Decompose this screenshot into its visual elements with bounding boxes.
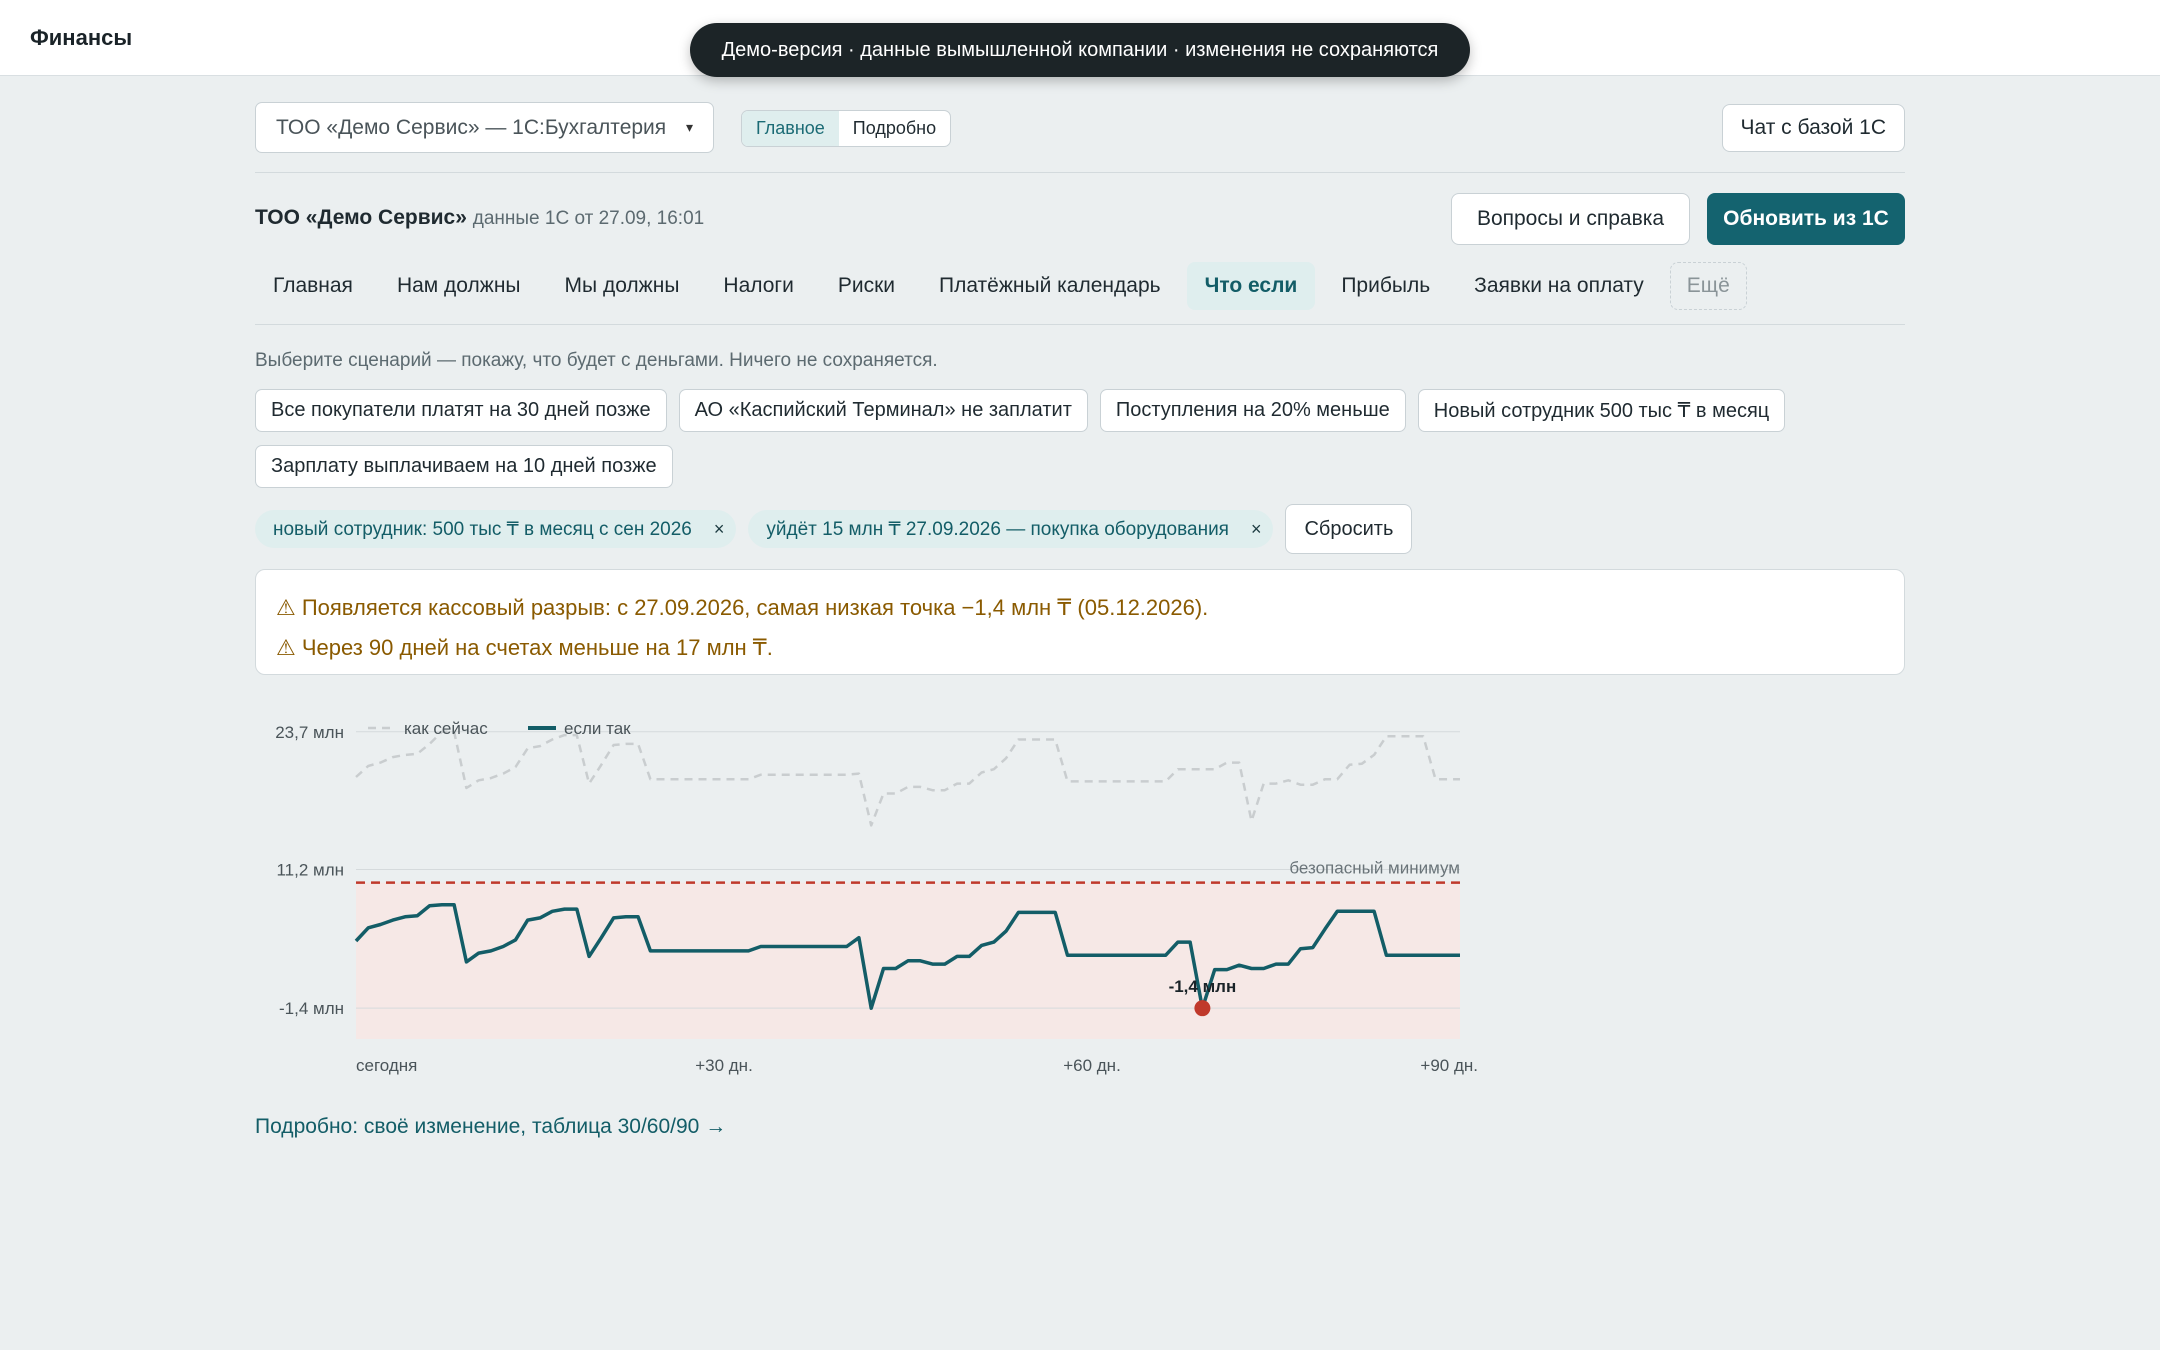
scenario-button[interactable]: Новый сотрудник 500 тыс ₸ в месяц: [1417, 389, 1786, 432]
tab-main[interactable]: Главная: [273, 274, 353, 297]
data-timestamp: данные 1С от 27.09, 16:01: [472, 208, 705, 229]
cashflow-chart: 23,7 млн 11,2 млн -1,4 млн безопасный миним…: [255, 705, 1515, 1090]
company-name: ТОО «Демо Сервис»: [255, 206, 467, 229]
tab-bar: Главная Нам должны Мы должны Налоги Риск…: [255, 262, 1747, 310]
detail-link[interactable]: Подробно: своё изменение, таблица 30/60/…: [255, 1115, 727, 1138]
alert-balance-drop: ⚠ Через 90 дней на счетах меньше на 17 м…: [276, 635, 773, 660]
toggle-main[interactable]: Главное: [742, 111, 839, 146]
scenario-button[interactable]: Все покупатели платят на 30 дней позже: [255, 389, 667, 432]
app-title: Финансы: [30, 25, 133, 50]
active-scenario-chip: новый сотрудник: 500 тыс ₸ в месяц с сен…: [255, 510, 737, 548]
chat-button[interactable]: Чат с базой 1С: [1721, 104, 1905, 152]
scenario-button[interactable]: Зарплату выплачиваем на 10 дней позже: [255, 445, 673, 488]
scenario-list: Все покупатели платят на 30 дней позже А…: [255, 389, 1905, 488]
demo-banner: Демо-версия · данные вымышленной компани…: [690, 23, 1470, 77]
divider: [255, 172, 1905, 173]
alert-box: ⚠ Появляется кассовый разрыв: с 27.09.20…: [255, 569, 1905, 675]
top-bar: Финансы Демо-версия · данные вымышленной…: [0, 0, 2160, 77]
company-info: ТОО «Демо Сервис» данные 1С от 27.09, 16…: [255, 206, 704, 230]
tab-payment-requests[interactable]: Заявки на оплату: [1474, 274, 1644, 297]
scenario-button[interactable]: Поступления на 20% меньше: [1099, 389, 1406, 432]
chip-label: новый сотрудник: 500 тыс ₸ в месяц с сен…: [273, 518, 692, 540]
tab-payables[interactable]: Мы должны: [564, 274, 680, 297]
y-tick-label: -1,4 млн: [279, 999, 344, 1018]
legend-label: как сейчас: [404, 719, 488, 738]
chart-svg: 23,7 млн 11,2 млн -1,4 млн безопасный миним…: [275, 719, 1478, 1075]
tab-more[interactable]: Ещё: [1669, 262, 1747, 310]
x-tick-label: +90 дн.: [1420, 1056, 1478, 1075]
series-line-current: [355, 730, 1460, 827]
y-tick-label: 23,7 млн: [275, 723, 344, 742]
series-line-scenario: [354, 902, 1460, 1010]
legend-label: если так: [564, 719, 631, 738]
company-select-value: ТОО «Демо Сервис» — 1С:Бухгалтерия: [276, 115, 667, 139]
active-scenario-chip: уйдёт 15 млн ₸ 27.09.2026 — покупка обор…: [748, 510, 1274, 548]
divider: [255, 324, 1905, 325]
close-icon[interactable]: ×: [713, 518, 725, 539]
tab-profit[interactable]: Прибыль: [1341, 274, 1431, 297]
scenario-button[interactable]: АО «Каспийский Терминал» не заплатит: [678, 389, 1088, 432]
toggle-detailed[interactable]: Подробно: [852, 118, 937, 138]
x-tick-label: +60 дн.: [1063, 1056, 1121, 1075]
tab-receivables[interactable]: Нам должны: [396, 274, 521, 297]
chip-label: уйдёт 15 млн ₸ 27.09.2026 — покупка обор…: [766, 518, 1229, 540]
help-button[interactable]: Вопросы и справка: [1451, 193, 1690, 245]
min-point-marker: [1194, 1000, 1211, 1017]
scenario-hint: Выберите сценарий — покажу, что будет с …: [255, 350, 938, 371]
view-toggle: Главное Подробно: [741, 110, 952, 147]
close-icon[interactable]: ×: [1250, 518, 1262, 539]
alert-cash-gap: ⚠ Появляется кассовый разрыв: с 27.09.20…: [276, 595, 1209, 620]
active-scenarios: новый сотрудник: 500 тыс ₸ в месяц с сен…: [255, 504, 1413, 554]
company-select[interactable]: ТОО «Демо Сервис» — 1С:Бухгалтерия ▾: [255, 102, 714, 153]
min-point-label: -1,4 млн: [1169, 977, 1237, 996]
threshold-label: безопасный минимум: [1289, 859, 1460, 878]
tab-what-if[interactable]: Что если: [1186, 262, 1316, 310]
y-tick-label: 11,2 млн: [276, 860, 344, 879]
reset-button[interactable]: Сбросить: [1285, 504, 1413, 554]
chevron-down-icon: ▾: [685, 119, 693, 135]
tab-risks[interactable]: Риски: [837, 274, 895, 297]
tab-taxes[interactable]: Налоги: [723, 274, 794, 297]
tab-payment-calendar[interactable]: Платёжный календарь: [938, 274, 1161, 297]
x-tick-label: +30 дн.: [695, 1056, 753, 1075]
refresh-button[interactable]: Обновить из 1С: [1707, 193, 1905, 245]
x-tick-label: сегодня: [356, 1056, 417, 1075]
